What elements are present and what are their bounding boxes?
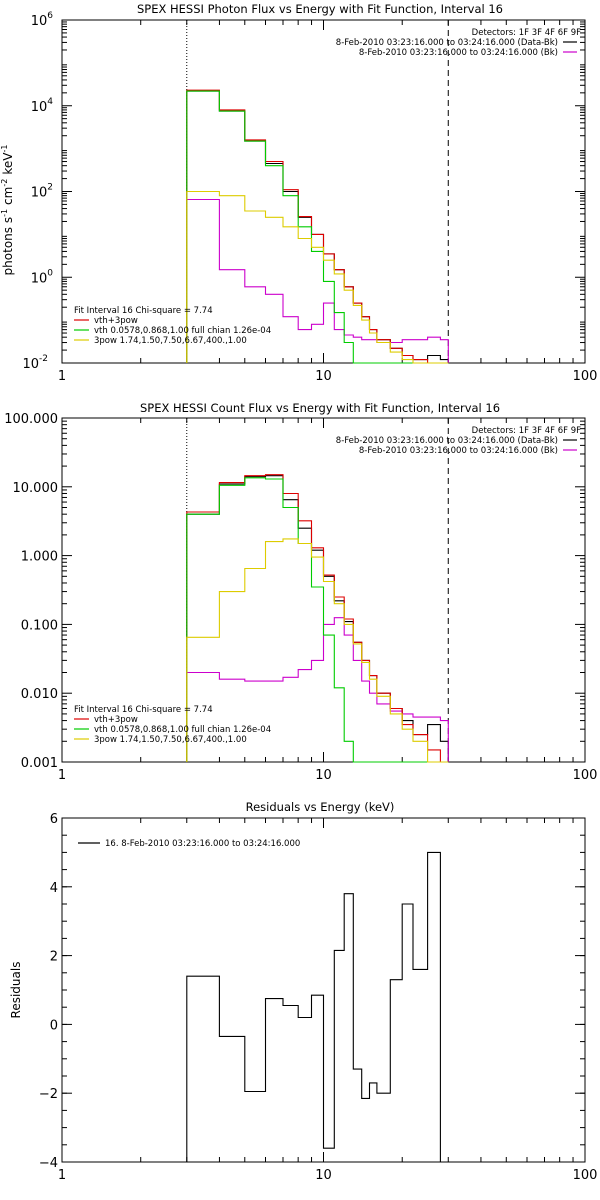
photon-flux-y-tick-exponent: 2 (47, 183, 53, 193)
count-flux-detectors-label: Detectors: 1F 3F 4F 6F 9F (472, 426, 581, 436)
count-flux-y-tick-label: 10.000 (13, 481, 59, 496)
residuals-y-axis-label: Residuals (9, 962, 23, 1019)
count-flux-y-ticks: 0.001 0.010 0.100 1.000 10.000 100.000 (4, 412, 585, 771)
photon-flux-y-tick-label: 10-2 (22, 354, 48, 372)
photon-flux-x-tick-label: 100 (573, 369, 598, 384)
count-flux-y-tick-label: 1.000 (21, 550, 58, 565)
photon-flux-x-ticks: 1 10 100 (58, 20, 598, 384)
photon-flux-legend-entry: 8-Feb-2010 03:23:16.000 to 03:24:16.000 … (359, 48, 558, 58)
residuals-y-tick-label: −2 (39, 1087, 58, 1102)
residuals-y-tick-label: 2 (50, 950, 58, 965)
count-flux-series-bk (186, 617, 449, 762)
photon-flux-y-tick-base: 10 (31, 100, 48, 115)
photon-flux-fit-legend-entry: vth 0.0578,0.868,1.00 full chian 1.26e-0… (94, 326, 271, 336)
count-flux-x-tick-label: 100 (573, 768, 598, 783)
photon-flux-y-tick-base: 10 (22, 357, 39, 372)
photon-flux-y-tick-base: 10 (31, 186, 48, 201)
count-flux-legend-entry: 8-Feb-2010 03:23:16.000 to 03:24:16.000 … (336, 436, 558, 446)
photon-flux-y-tick-exponent: 4 (47, 97, 53, 107)
photon-flux-series-3pow (186, 190, 449, 364)
photon-flux-series-vth-3pow (186, 89, 449, 364)
count-flux-series-vth-3pow (186, 474, 449, 763)
photon-flux-title: SPEX HESSI Photon Flux vs Energy with Fi… (137, 2, 503, 16)
photon-flux-fit-legend-entry: vth+3pow (94, 316, 138, 326)
residuals-x-ticks: 1 10 100 (58, 818, 598, 1183)
photon-flux-y-tick-base: 10 (31, 14, 48, 29)
photon-flux-x-tick-label: 10 (315, 369, 332, 384)
residuals-x-tick-label: 100 (573, 1168, 598, 1183)
count-flux-fit-legend-entry: 3pow 1.74,1.50,7.50,6.67,400.,1.00 (94, 735, 247, 745)
residuals-y-tick-label: 0 (50, 1018, 58, 1033)
photon-flux-fit-header: Fit Interval 16 Chi-square = 7.74 (74, 306, 213, 316)
photon-flux-y-tick-label: 102 (31, 183, 53, 201)
count-flux-series-3pow (186, 538, 449, 763)
count-flux-fit-legend: Fit Interval 16 Chi-square = 7.74vth+3po… (74, 705, 271, 745)
residuals-series-16-8-feb-2010-03-23-16-000-to-03-24-16-000 (186, 851, 441, 1162)
count-flux-fit-legend-entry: vth+3pow (94, 715, 138, 725)
photon-flux-y-tick-label: 104 (31, 97, 54, 115)
count-flux-y-tick-label: 0.010 (21, 687, 58, 702)
photon-flux-series-data-bk (186, 90, 449, 363)
count-flux-x-ticks: 1 10 100 (58, 418, 598, 783)
count-flux-y-tick-label: 0.100 (21, 618, 58, 633)
count-flux-fit-header: Fit Interval 16 Chi-square = 7.74 (74, 705, 213, 715)
count-flux-title: SPEX HESSI Count Flux vs Energy with Fit… (140, 401, 500, 415)
count-flux-series-vth (186, 477, 449, 763)
photon-flux-fit-legend-entry: 3pow 1.74,1.50,7.50,6.67,400.,1.00 (94, 336, 247, 346)
residuals-series (186, 851, 441, 1162)
count-flux-legend-entry: 8-Feb-2010 03:23:16.000 to 03:24:16.000 … (359, 446, 558, 456)
residuals-title: Residuals vs Energy (keV) (246, 800, 395, 814)
residuals-panel: Residuals vs Energy (keV) Residuals −4 −2… (9, 800, 597, 1183)
photon-flux-x-tick-label: 1 (58, 369, 66, 384)
count-flux-legend: Detectors: 1F 3F 4F 6F 9F8-Feb-2010 03:2… (336, 426, 581, 456)
residuals-y-tick-label: 6 (50, 812, 58, 827)
residuals-x-tick-label: 10 (315, 1168, 332, 1183)
residuals-y-ticks: −4 −2 0 2 4 6 (39, 812, 585, 1171)
photon-flux-legend: Detectors: 1F 3F 4F 6F 9F8-Feb-2010 03:2… (336, 28, 581, 58)
photon-flux-range-markers (186, 20, 449, 363)
residuals-y-tick-label: 4 (50, 881, 58, 896)
count-flux-series (186, 474, 449, 763)
photon-flux-y-tick-label: 106 (31, 11, 54, 29)
residuals-x-tick-label: 1 (58, 1168, 66, 1183)
count-flux-y-tick-label: 0.001 (21, 756, 58, 771)
photon-flux-y-axis-label: photons s-1cm-2keV-1 (0, 145, 15, 276)
photon-flux-fit-legend: Fit Interval 16 Chi-square = 7.74vth+3po… (74, 306, 271, 346)
count-flux-x-tick-label: 10 (315, 768, 332, 783)
photon-flux-legend-entry: 8-Feb-2010 03:23:16.000 to 03:24:16.000 … (336, 38, 558, 48)
photon-flux-y-tick-exponent: 6 (47, 11, 53, 21)
photon-flux-series (186, 89, 449, 364)
residuals-y-tick-label: −4 (39, 1156, 58, 1171)
count-flux-y-tick-label: 100.000 (4, 412, 58, 427)
photon-flux-series-vth (186, 90, 449, 364)
count-flux-series-data-bk (186, 475, 449, 762)
photon-flux-y-tick-exponent: 0 (47, 268, 53, 278)
count-flux-panel: SPEX HESSI Count Flux vs Energy with Fit… (4, 401, 597, 783)
residuals-legend-entry: 16. 8-Feb-2010 03:23:16.000 to 03:24:16.… (105, 839, 300, 849)
count-flux-range-markers (186, 418, 449, 762)
photon-flux-y-tick-label: 100 (31, 268, 54, 286)
photon-flux-panel: SPEX HESSI Photon Flux vs Energy with Fi… (0, 2, 597, 384)
photon-flux-y-tick-base: 10 (31, 271, 48, 286)
photon-flux-y-tick-exponent: -2 (39, 354, 48, 364)
residuals-legend: 16. 8-Feb-2010 03:23:16.000 to 03:24:16.… (78, 839, 300, 849)
count-flux-x-tick-label: 1 (58, 768, 66, 783)
count-flux-fit-legend-entry: vth 0.0578,0.868,1.00 full chian 1.26e-0… (94, 725, 271, 735)
photon-flux-detectors-label: Detectors: 1F 3F 4F 6F 9F (472, 28, 581, 38)
